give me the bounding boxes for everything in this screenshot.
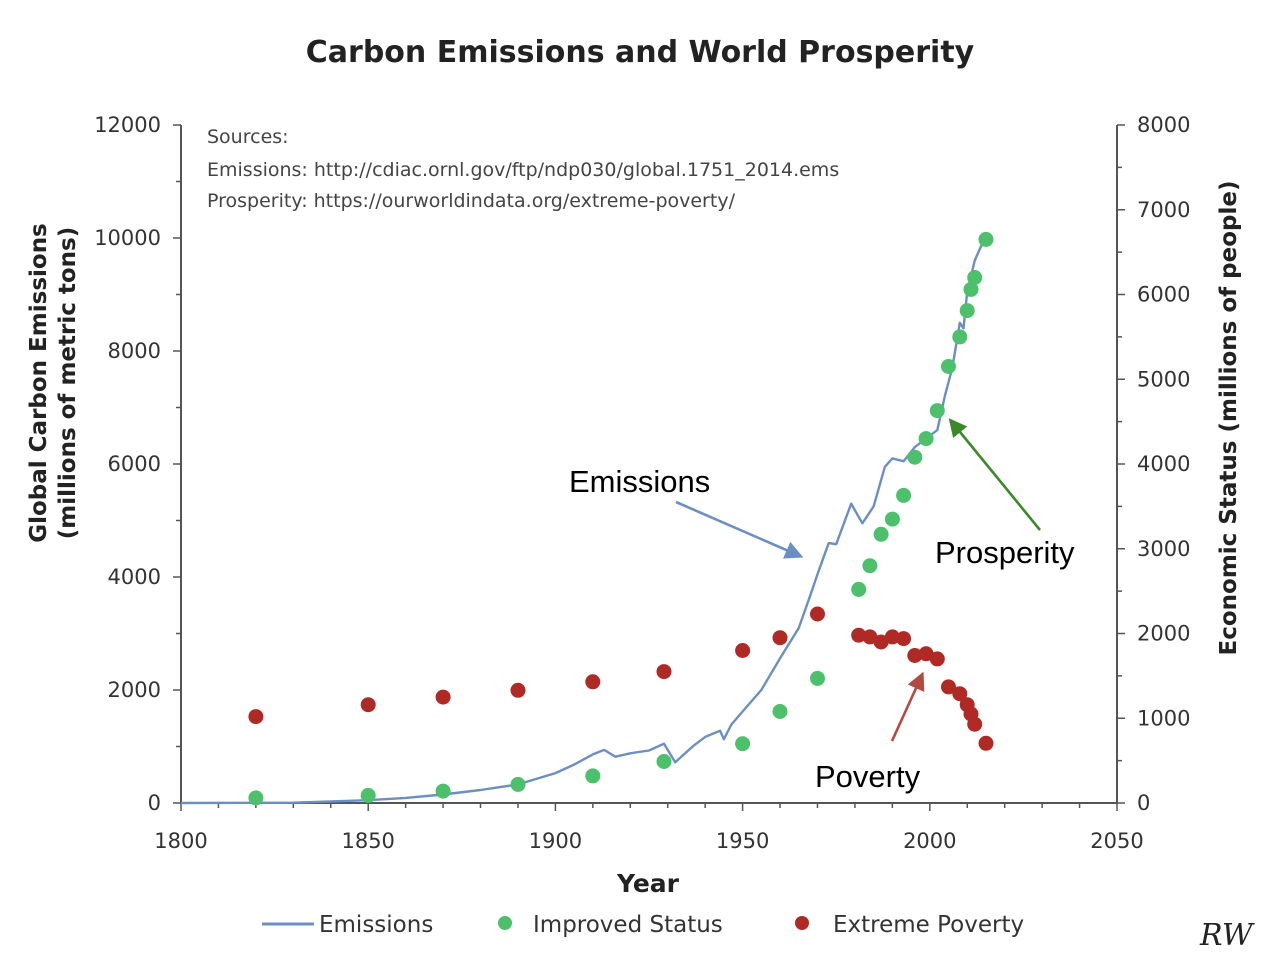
improved-status-point — [735, 736, 751, 752]
legend: Emissions Improved Status Extreme Povert… — [262, 912, 1024, 938]
signature: RW — [1199, 918, 1255, 953]
improved-status-point — [978, 231, 994, 247]
right-tick-label: 6000 — [1137, 283, 1190, 307]
extreme-poverty-point — [896, 631, 912, 647]
right-tick-label: 2000 — [1137, 622, 1190, 646]
extreme-poverty-point — [978, 735, 994, 751]
extreme-poverty-point — [952, 686, 968, 702]
right-axis: 0 1000 2000 3000 4000 5000 6000 7000 8000 — [1117, 113, 1190, 815]
poverty-arrow — [890, 671, 925, 742]
improved-status-point — [884, 511, 900, 527]
legend-improved-swatch — [498, 916, 512, 930]
x-tick-label: 1800 — [154, 829, 207, 853]
legend-poverty-label: Extreme Poverty — [833, 912, 1024, 938]
right-tick-label: 7000 — [1137, 198, 1190, 222]
extreme-poverty-point — [862, 629, 878, 645]
series-layer — [180, 231, 994, 806]
extreme-poverty-point — [967, 716, 983, 732]
extreme-poverty-point — [735, 643, 751, 658]
improved-status-point — [360, 787, 376, 803]
left-axis-label-line1: Global Carbon Emissions — [26, 223, 52, 543]
sources-heading: Sources: — [207, 126, 289, 148]
extreme-poverty-point — [873, 634, 889, 650]
extreme-poverty-point — [907, 648, 923, 663]
left-tick-label: 0 — [148, 791, 161, 815]
x-tick-label: 2000 — [903, 829, 956, 853]
left-axis-label-line2: (millions of metric tons) — [55, 227, 81, 540]
improved-status-point — [810, 670, 825, 686]
x-tick-label: 1900 — [529, 829, 582, 853]
x-tick-label: 1850 — [341, 829, 394, 853]
improved-status-point — [510, 776, 526, 792]
improved-status-point — [656, 754, 672, 769]
extreme-poverty-point — [810, 606, 825, 622]
extreme-poverty-point — [435, 689, 451, 705]
improved-status-point — [851, 581, 867, 597]
x-tick-label: 1950 — [716, 829, 769, 853]
right-tick-label: 1000 — [1137, 706, 1190, 730]
x-axis-label: Year — [616, 869, 680, 898]
left-tick-label: 8000 — [108, 339, 161, 363]
improved-status-point — [873, 526, 889, 542]
right-tick-label: 0 — [1137, 791, 1150, 815]
left-tick-label: 2000 — [108, 678, 161, 702]
left-tick-label: 4000 — [108, 565, 161, 589]
chart-title: Carbon Emissions and World Prosperity — [306, 35, 975, 70]
annotations: Emissions Prosperity Poverty — [569, 418, 1075, 794]
prosperity-annotation: Prosperity — [935, 535, 1075, 570]
improved-status-point — [907, 449, 923, 465]
improved-status-point — [967, 270, 983, 285]
extreme-poverty-point — [656, 664, 672, 680]
extreme-poverty-point — [929, 651, 945, 667]
improved-status-point — [896, 487, 912, 503]
improved-status-point — [929, 403, 945, 419]
right-tick-label: 3000 — [1137, 537, 1190, 561]
right-axis-label: Economic Status (millions of people) — [1216, 181, 1242, 656]
left-tick-label: 12000 — [94, 113, 161, 137]
improved-status-point — [772, 704, 788, 719]
extreme-poverty-point — [360, 697, 376, 713]
legend-improved-label: Improved Status — [533, 912, 723, 938]
extreme-poverty-point — [585, 674, 601, 690]
emissions-arrow — [675, 500, 804, 559]
extreme-poverty-point — [851, 627, 867, 643]
extreme-poverty-point — [918, 646, 934, 662]
extreme-poverty-point — [772, 630, 788, 646]
legend-poverty-swatch — [795, 916, 809, 930]
poverty-annotation: Poverty — [815, 759, 921, 794]
extreme-poverty-point — [884, 629, 900, 645]
emissions-line — [180, 243, 984, 805]
improved-status-point — [248, 790, 264, 806]
improved-status-point — [959, 303, 975, 319]
extreme-poverty-point — [941, 679, 956, 695]
left-tick-label: 6000 — [108, 452, 161, 476]
improved-status-point — [918, 431, 934, 447]
left-axis: 0 2000 4000 6000 8000 10000 12000 — [94, 113, 181, 815]
improved-status-point — [952, 329, 968, 345]
right-tick-label: 8000 — [1137, 113, 1190, 137]
sources-note: Sources: Emissions: http://cdiac.ornl.go… — [207, 126, 839, 212]
improved-status-point — [435, 783, 451, 799]
improved-status-point — [862, 558, 878, 574]
emissions-annotation: Emissions — [569, 464, 710, 499]
left-tick-label: 10000 — [94, 226, 161, 250]
right-tick-label: 5000 — [1137, 367, 1190, 391]
improved-status-point — [941, 359, 956, 374]
sources-emissions: Emissions: http://cdiac.ornl.gov/ftp/ndp… — [207, 159, 839, 181]
extreme-poverty-point — [248, 709, 264, 725]
sources-prosperity: Prosperity: https://ourworldindata.org/e… — [207, 190, 736, 212]
right-tick-label: 4000 — [1137, 452, 1190, 476]
extreme-poverty-point — [510, 682, 526, 698]
x-axis: 1800 1850 1900 1950 2000 2050 — [154, 803, 1144, 853]
prosperity-arrow — [948, 418, 1042, 531]
improved-status-point — [963, 281, 979, 297]
x-tick-label: 2050 — [1090, 829, 1143, 853]
improved-status-point — [585, 768, 601, 784]
legend-emissions-label: Emissions — [319, 912, 433, 938]
